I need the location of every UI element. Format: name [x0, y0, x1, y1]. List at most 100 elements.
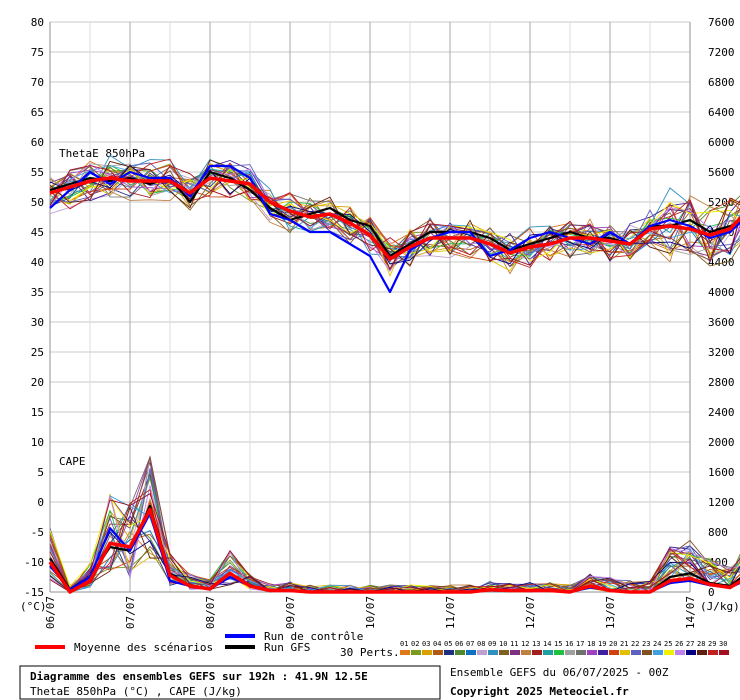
pert-legend-swatch [609, 650, 619, 655]
perturbation-legend: 01 02 03 04 05 06 07 08 09 10 11 12 13 14 15 16 17 18 19 20… [400, 640, 729, 655]
pert-legend-swatch [719, 650, 729, 655]
pert-legend-number: 08 [477, 640, 485, 648]
x-tick-label: 07/07 [124, 596, 137, 629]
left-tick-label: -10 [24, 556, 44, 569]
pert-legend-number: 12 [521, 640, 529, 648]
right-tick-label: 7600 [708, 16, 735, 29]
right-tick-label: 800 [708, 526, 728, 539]
right-tick-label: 6800 [708, 76, 735, 89]
pert-legend-swatch [532, 650, 542, 655]
perturbation-cape-line [49, 531, 740, 593]
pert-legend-swatch [686, 650, 696, 655]
right-axis-ticks: 7600720068006400600056005200480044004000… [708, 16, 735, 599]
left-tick-label: 35 [31, 286, 44, 299]
pert-legend-number: 02 [411, 640, 419, 648]
perturbation-cape-line [49, 456, 740, 593]
left-tick-label: 20 [31, 376, 44, 389]
grid-lines [49, 21, 691, 593]
left-tick-label: 45 [31, 226, 44, 239]
pert-legend-swatch [466, 650, 476, 655]
perturbation-theta-line [49, 164, 740, 272]
pert-legend-number: 11 [510, 640, 518, 648]
x-tick-label: 08/07 [204, 596, 217, 629]
perturbation-cape-line [49, 505, 740, 593]
pert-legend-number: 25 [664, 640, 672, 648]
pert-legend-swatch [554, 650, 564, 655]
footer-subtitle: ThetaE 850hPa (°C) , CAPE (J/kg) [30, 685, 242, 698]
x-tick-label: 12/07 [524, 596, 537, 629]
legend-label-gfs: Run GFS [264, 641, 310, 654]
pert-legend-swatch [543, 650, 553, 655]
series-mean-cape-line [48, 507, 740, 594]
right-tick-label: 3200 [708, 346, 735, 359]
pert-legend-number: 19 [598, 640, 606, 648]
left-tick-label: 75 [31, 46, 44, 59]
pert-legend-swatch [598, 650, 608, 655]
perturbation-theta-line [49, 168, 740, 257]
right-tick-label: 7200 [708, 46, 735, 59]
left-axis-unit: (°C) [20, 600, 47, 613]
pert-legend-number: 05 [444, 640, 452, 648]
pert-legend-swatch [521, 650, 531, 655]
pert-legend-number: 23 [642, 640, 650, 648]
right-tick-label: 1200 [708, 496, 735, 509]
pert-legend-number: 13 [532, 640, 540, 648]
pert-legend-number: 06 [455, 640, 463, 648]
pert-legend-swatch [565, 650, 575, 655]
pert-legend-number: 10 [499, 640, 507, 648]
left-tick-label: 10 [31, 436, 44, 449]
pert-legend-number: 20 [609, 640, 617, 648]
left-tick-label: 25 [31, 346, 44, 359]
perturbation-theta-line [49, 162, 740, 267]
pert-legend-number: 15 [554, 640, 562, 648]
x-tick-label: 11/07 [444, 596, 457, 629]
left-tick-label: -5 [31, 526, 44, 539]
pert-legend-swatch [664, 650, 674, 655]
perturbation-cape-line [49, 496, 740, 593]
pert-legend-swatch [620, 650, 630, 655]
left-tick-label: 30 [31, 316, 44, 329]
right-axis-unit: (J/kg) [700, 600, 740, 613]
pert-legend-number: 07 [466, 640, 474, 648]
right-tick-label: 1600 [708, 466, 735, 479]
pert-legend-swatch [477, 650, 487, 655]
pert-legend-number: 28 [697, 640, 705, 648]
x-tick-label: 10/07 [364, 596, 377, 629]
left-tick-label: 0 [37, 496, 44, 509]
right-tick-label: 2800 [708, 376, 735, 389]
pert-legend-number: 03 [422, 640, 430, 648]
pert-legend-swatch [455, 650, 465, 655]
x-axis-ticks: 06/07 07/07 08/07 09/07 10/07 11/07 12/07 13/07… [44, 596, 697, 629]
main-series-lines [48, 164, 740, 594]
legend-label-perts: 30 Perts. [340, 646, 400, 659]
pert-legend-number: 22 [631, 640, 639, 648]
pert-legend-swatch [444, 650, 454, 655]
pert-legend-number: 29 [708, 640, 716, 648]
pert-legend-number: 27 [686, 640, 694, 648]
pert-legend-number: 01 [400, 640, 408, 648]
right-tick-label: 0 [708, 586, 715, 599]
left-tick-label: 60 [31, 136, 44, 149]
legend: Moyenne des scénarios Run de contrôle Ru… [35, 630, 729, 659]
pert-legend-swatch [631, 650, 641, 655]
pert-legend-number: 24 [653, 640, 661, 648]
footer-title: Diagramme des ensembles GEFS sur 192h : … [30, 670, 368, 683]
pert-legend-number: 21 [620, 640, 628, 648]
pert-legend-swatch [499, 650, 509, 655]
series-mean-theta-line [49, 176, 740, 261]
left-tick-label: 70 [31, 76, 44, 89]
panel-label-cape: CAPE [59, 455, 86, 468]
footer-copyright: Copyright 2025 Meteociel.fr [450, 685, 629, 698]
pert-legend-number: 09 [488, 640, 496, 648]
left-tick-label: 80 [31, 16, 44, 29]
legend-label-control: Run de contrôle [264, 630, 363, 643]
pert-legend-swatch [510, 650, 520, 655]
pert-legend-number: 17 [576, 640, 584, 648]
left-tick-label: 65 [31, 106, 44, 119]
pert-legend-number: 04 [433, 640, 441, 648]
pert-legend-number: 30 [719, 640, 727, 648]
right-tick-label: 4400 [708, 256, 735, 269]
perturbation-theta-line [49, 168, 740, 262]
